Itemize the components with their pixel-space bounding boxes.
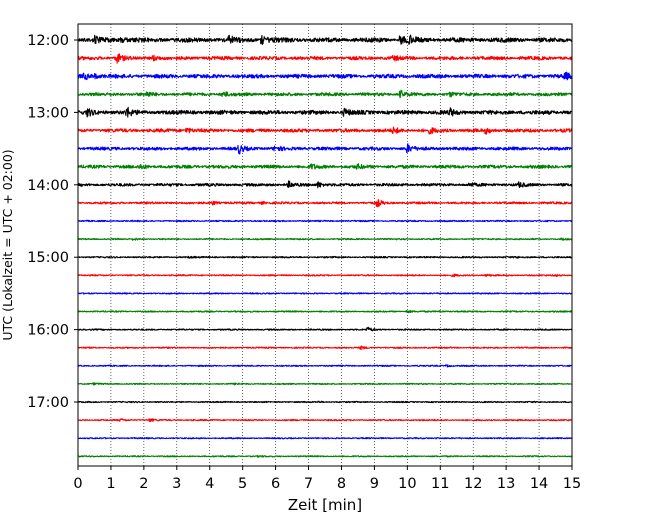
seismic-traces [77, 34, 573, 458]
trace-1545 [77, 309, 573, 314]
trace-1215 [77, 53, 573, 64]
trace-1615 [77, 345, 573, 351]
x-axis: 0 1 2 3 4 5 6 7 8 9 10 11 12 13 14 15 [73, 466, 581, 492]
y-tick-label: 16:00 [27, 323, 69, 339]
x-tick-label: 10 [398, 476, 416, 492]
x-tick-label: 1 [106, 476, 115, 492]
trace-1730 [77, 436, 573, 440]
trace-1330 [77, 143, 573, 155]
y-tick-label: 14:00 [27, 178, 69, 194]
x-tick-label: 8 [337, 476, 346, 492]
x-tick-label: 14 [530, 476, 548, 492]
x-tick-label: 6 [271, 476, 280, 492]
plot-frame [77, 23, 573, 467]
trace-1400 [77, 180, 573, 189]
x-tick-label: 2 [139, 476, 148, 492]
x-tick-label: 15 [563, 476, 581, 492]
trace-1530 [77, 292, 573, 295]
x-tick-label: 9 [370, 476, 379, 492]
trace-1715 [77, 418, 573, 422]
trace-1200 [77, 34, 573, 46]
trace-1345 [77, 163, 573, 170]
y-tick-label: 17:00 [27, 395, 69, 411]
x-tick-label: 7 [304, 476, 313, 492]
y-tick-label: 13:00 [27, 105, 69, 121]
trace-1630 [77, 364, 573, 368]
trace-1300 [77, 106, 573, 118]
trace-1700 [77, 400, 573, 404]
x-tick-label: 11 [431, 476, 449, 492]
trace-1430 [77, 219, 573, 223]
x-tick-label: 12 [464, 476, 482, 492]
trace-1500 [77, 255, 573, 259]
trace-1515 [77, 273, 573, 278]
x-tick-label: 0 [73, 476, 82, 492]
trace-1445 [77, 237, 573, 241]
trace-1315 [77, 126, 573, 135]
trace-1745 [77, 454, 573, 458]
trace-1645 [77, 382, 573, 386]
x-tick-label: 3 [172, 476, 181, 492]
trace-1415 [77, 199, 573, 208]
x-tick-label: 5 [238, 476, 247, 492]
trace-1600 [77, 326, 573, 332]
trace-1230 [77, 71, 573, 81]
y-axis-title: UTC (Lokalzeit = UTC + 02:00) [0, 149, 15, 340]
x-tick-label: 4 [205, 476, 214, 492]
x-axis-title: Zeit [min] [288, 496, 362, 514]
y-axis: 12:00 13:00 14:00 15:00 16:00 17:00 [27, 33, 78, 411]
y-tick-label: 15:00 [27, 250, 69, 266]
trace-1245 [77, 89, 573, 99]
x-tick-label: 13 [497, 476, 515, 492]
y-tick-label: 12:00 [27, 33, 69, 49]
x-gridlines [110, 24, 540, 466]
